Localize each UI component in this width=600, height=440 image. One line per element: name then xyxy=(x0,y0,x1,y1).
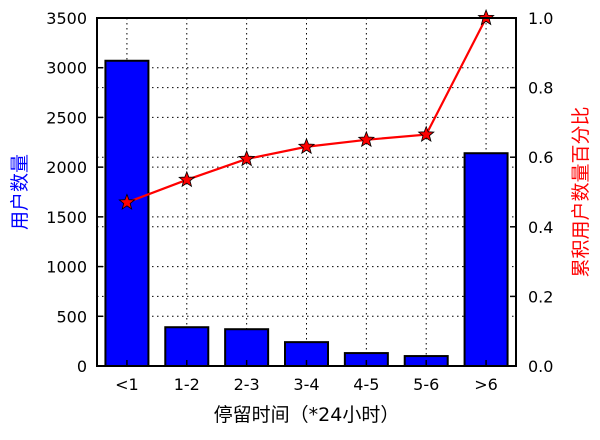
x-tick-label: 1-2 xyxy=(174,375,200,394)
bar xyxy=(224,328,270,367)
x-tick-label: 2-3 xyxy=(234,375,260,394)
right-tick-label: 0.8 xyxy=(528,79,553,98)
star-marker xyxy=(297,137,316,155)
right-axis-title: 累积用户数量百分比 xyxy=(570,106,592,277)
left-tick-label: 0 xyxy=(77,357,87,376)
left-tick-label: 1500 xyxy=(46,208,87,227)
left-axis-title: 用户数量 xyxy=(9,154,31,230)
star-marker xyxy=(417,125,435,142)
left-tick-label: 1000 xyxy=(46,258,87,277)
left-tick-label: 3000 xyxy=(46,59,87,78)
x-tick-label: 5-6 xyxy=(413,375,439,394)
x-axis-ticks: <1 1-2 2-3 3-4 4-5 5-6 >6 xyxy=(115,360,498,394)
star-marker xyxy=(178,170,196,188)
right-axis-ticks: 0.0 0.2 0.4 0.6 0.8 1.0 xyxy=(510,9,553,376)
x-tick-label: 4-5 xyxy=(353,375,379,394)
left-tick-label: 3500 xyxy=(46,9,87,28)
left-tick-label: 2000 xyxy=(46,158,87,177)
right-tick-label: 0.4 xyxy=(528,218,553,237)
x-axis-title: 停留时间（*24小时） xyxy=(214,404,400,426)
right-tick-label: 0.0 xyxy=(528,357,553,376)
right-tick-label: 0.2 xyxy=(528,287,553,306)
x-tick-label: 3-4 xyxy=(293,375,319,394)
bar xyxy=(463,152,509,367)
x-tick-label: <1 xyxy=(115,375,139,394)
bar xyxy=(164,326,210,368)
cumulative-polyline xyxy=(126,17,488,204)
star-marker xyxy=(237,149,256,167)
right-tick-label: 1.0 xyxy=(528,9,553,28)
bar xyxy=(104,59,150,368)
star-marker xyxy=(118,193,136,210)
left-tick-label: 2500 xyxy=(46,108,87,127)
grid xyxy=(97,18,516,366)
right-tick-label: 0.6 xyxy=(528,148,553,167)
x-tick-label: >6 xyxy=(474,375,498,394)
left-tick-label: 500 xyxy=(56,307,87,326)
left-axis-ticks: 0 500 1000 1500 2000 2500 3000 3500 xyxy=(46,9,103,376)
star-marker xyxy=(357,130,376,148)
